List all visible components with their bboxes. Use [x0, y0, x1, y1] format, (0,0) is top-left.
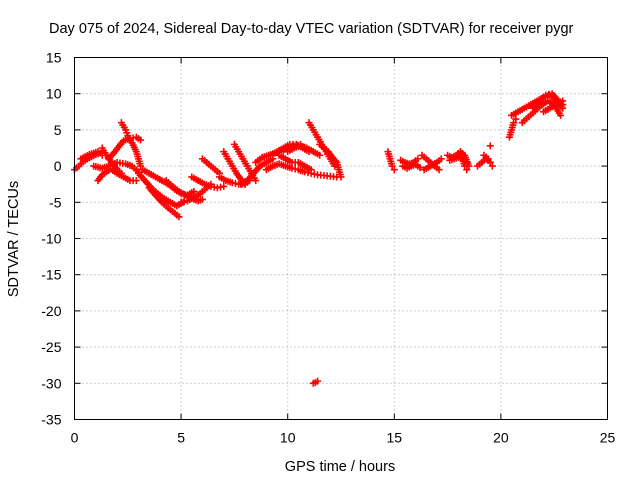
data-point [117, 169, 125, 177]
x-tick-label: 15 [387, 430, 403, 446]
x-tick-label: 20 [493, 430, 509, 446]
series-arc-22 [275, 151, 315, 174]
data-point [175, 213, 183, 221]
series-arc-13 [188, 173, 228, 192]
data-point [388, 162, 396, 170]
data-point [414, 155, 422, 163]
y-axis-label: SDTVAR / TECUs [6, 181, 22, 297]
data-point [307, 166, 315, 174]
data-point [314, 377, 322, 385]
data-point [437, 155, 445, 163]
axis-ticks [74, 57, 608, 420]
series-arc-26 [309, 377, 322, 387]
series-arc-05 [90, 158, 142, 176]
y-tick-label: -30 [41, 375, 61, 391]
series-arc-42 [540, 97, 567, 116]
x-tick-label: 0 [71, 430, 79, 446]
data-point [137, 136, 145, 144]
y-tick-label: -15 [41, 267, 61, 283]
y-tick-label: 5 [54, 122, 62, 138]
x-tick-labels: 0 5 10 15 20 25 [71, 430, 616, 446]
y-tick-label: 15 [46, 50, 62, 66]
data-point [463, 166, 471, 174]
data-point [488, 162, 496, 170]
y-tick-labels: -35 -30 -25 -20 -15 -10 -5 0 5 10 15 [41, 50, 61, 428]
y-tick-label: -35 [41, 412, 61, 428]
data-point [252, 177, 260, 185]
data-point [510, 119, 518, 127]
y-tick-label: -25 [41, 339, 61, 355]
series-arc-25 [284, 142, 324, 159]
y-tick-label: -20 [41, 303, 61, 319]
series-arc-07 [105, 133, 145, 163]
series-arc-02 [77, 148, 106, 163]
series-arc-31 [420, 155, 445, 174]
x-axis-label: GPS time / hours [285, 459, 395, 475]
series-arc-34 [456, 148, 471, 174]
series-arc-29 [399, 161, 424, 172]
series-arc-24 [316, 140, 345, 181]
series-arc-41 [529, 90, 567, 112]
series-arc-30 [418, 151, 443, 174]
y-tick-label: -5 [49, 194, 62, 210]
y-tick-label: -10 [41, 231, 61, 247]
data-point [484, 155, 492, 163]
x-tick-label: 25 [600, 430, 616, 446]
data-point [512, 115, 520, 123]
plot-frame [74, 57, 608, 420]
series-arc-37 [486, 142, 494, 150]
data-point [559, 97, 567, 105]
data-point [390, 166, 398, 174]
x-tick-label: 10 [280, 430, 296, 446]
series-arc-38 [505, 115, 520, 141]
series-arc-36 [480, 151, 494, 166]
data-point [132, 177, 140, 185]
data-point [557, 111, 565, 119]
data-point [316, 151, 324, 159]
y-tick-label: 10 [46, 86, 62, 102]
x-tick-label: 5 [177, 430, 185, 446]
series-arc-06 [117, 119, 145, 170]
chart-title: Day 075 of 2024, Sidereal Day-to-day VTE… [49, 21, 574, 37]
series-arc-27 [384, 148, 398, 174]
data-point [416, 164, 424, 172]
data-point [486, 142, 494, 150]
series-arc-18 [237, 155, 277, 188]
y-tick-label: 0 [54, 158, 62, 174]
data-point [337, 173, 345, 181]
data-point [486, 158, 494, 166]
series-arc-09 [145, 184, 183, 221]
data-point [198, 195, 206, 203]
data-point [461, 162, 469, 170]
data-point [435, 166, 443, 174]
series-arc-14 [198, 155, 223, 177]
grid [74, 57, 608, 420]
data-points [71, 90, 567, 387]
data-point [137, 162, 145, 170]
data-point [220, 182, 228, 190]
